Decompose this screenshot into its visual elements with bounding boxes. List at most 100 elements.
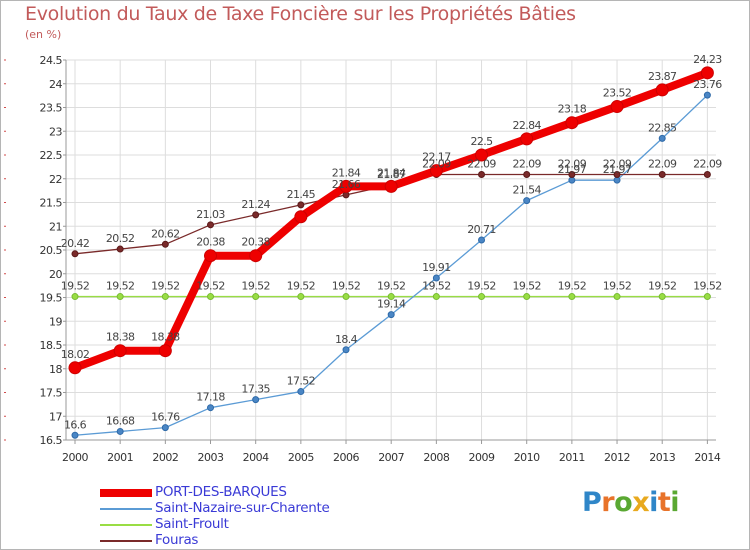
grid-lines: [66, 59, 716, 441]
x-tick-label: 2002: [152, 451, 178, 464]
data-label-saint-nazaire-sur-charente: 17.18: [196, 391, 225, 404]
logo-letter: r: [601, 487, 615, 518]
y-tick-label: 22.5: [40, 149, 63, 162]
data-label-port-des-barques: 22.17: [422, 151, 451, 164]
data-label-fouras: 22.09: [512, 157, 541, 170]
data-point-saint-nazaire-sur-charente: [478, 236, 486, 244]
data-point-port-des-barques: [700, 66, 714, 80]
x-tick-label: 2005: [288, 451, 314, 464]
data-point-port-des-barques: [429, 164, 443, 178]
data-point-port-des-barques: [520, 132, 534, 146]
data-point-saint-nazaire-sur-charente: [568, 176, 576, 184]
data-point-saint-froult: [387, 293, 395, 301]
y-tick-label: 22: [49, 173, 62, 186]
data-point-fouras: [252, 211, 260, 219]
logo-letter: x: [632, 487, 650, 518]
data-label-saint-nazaire-sur-charente: 19.14: [377, 298, 406, 311]
data-point-port-des-barques: [339, 179, 353, 193]
x-tick-label: 2006: [333, 451, 359, 464]
data-label-port-des-barques: 24.23: [693, 53, 722, 66]
data-point-saint-froult: [432, 293, 440, 301]
y-tick-label: 18: [49, 363, 62, 376]
data-label-port-des-barques: 21.84: [377, 166, 406, 179]
data-label-saint-froult: 19.52: [558, 280, 587, 293]
data-point-port-des-barques: [565, 116, 579, 130]
data-point-port-des-barques: [113, 344, 127, 358]
x-tick-label: 2003: [198, 451, 224, 464]
series-lines: [68, 66, 714, 439]
data-label-fouras: 20.62: [151, 227, 180, 240]
data-point-fouras: [207, 221, 215, 229]
data-label-saint-froult: 19.52: [332, 280, 361, 293]
x-tick-label: 2013: [649, 451, 675, 464]
data-label-saint-froult: 19.52: [106, 280, 135, 293]
data-point-port-des-barques: [294, 210, 308, 224]
data-point-saint-froult: [658, 293, 666, 301]
axes: 16.5 17 17.5 18 18.5 19 19.5 20 20.5 21 21.5 22 22.5…: [4, 54, 721, 464]
data-point-saint-froult: [116, 293, 124, 301]
data-point-saint-nazaire-sur-charente: [116, 427, 124, 435]
data-point-saint-nazaire-sur-charente: [207, 404, 215, 412]
data-point-port-des-barques: [158, 344, 172, 358]
legend-item-saint-froult: Saint-Froult: [100, 516, 400, 533]
data-label-port-des-barques: 22.84: [512, 119, 541, 132]
data-point-saint-froult: [523, 293, 531, 301]
data-label-saint-nazaire-sur-charente: 16.76: [151, 411, 180, 424]
data-point-port-des-barques: [655, 83, 669, 97]
data-point-saint-nazaire-sur-charente: [658, 134, 666, 142]
data-label-fouras: 21.87: [377, 168, 406, 181]
legend-swatch: [100, 508, 152, 510]
data-point-port-des-barques: [204, 249, 218, 263]
x-tick-label: 2011: [559, 451, 585, 464]
chart-title: Evolution du Taux de Taxe Foncière sur l…: [25, 3, 576, 25]
data-point-saint-nazaire-sur-charente: [523, 197, 531, 205]
logo-letter: i: [649, 487, 658, 518]
y-tick-label: 20: [49, 268, 62, 281]
y-tick-label: 24: [49, 78, 62, 91]
data-point-saint-nazaire-sur-charente: [342, 346, 350, 354]
data-label-saint-nazaire-sur-charente: 21.54: [512, 184, 541, 197]
data-point-saint-froult: [703, 293, 711, 301]
y-tick-label: 23: [49, 125, 62, 138]
legend-item-fouras: Fouras: [100, 532, 400, 549]
data-point-fouras: [297, 201, 305, 209]
data-point-fouras: [116, 245, 124, 253]
x-tick-label: 2010: [514, 451, 540, 464]
data-label-saint-froult: 19.52: [648, 280, 677, 293]
data-point-fouras: [613, 170, 621, 178]
data-label-fouras: 22.09: [693, 157, 722, 170]
data-point-port-des-barques: [475, 148, 489, 162]
data-label-saint-nazaire-sur-charente: 21.97: [603, 163, 632, 176]
x-tick-label: 2009: [469, 451, 495, 464]
data-label-saint-froult: 19.52: [151, 280, 180, 293]
data-point-saint-nazaire-sur-charente: [161, 424, 169, 432]
y-tick-label: 19: [49, 315, 62, 328]
y-tick-label: 21.5: [40, 197, 63, 210]
legend-item-saint-nazaire-sur-charente: Saint-Nazaire-sur-Charente: [100, 500, 400, 517]
data-point-fouras: [71, 250, 79, 258]
proxiti-logo: Proxiti: [582, 487, 680, 518]
data-label-saint-froult: 19.52: [196, 280, 225, 293]
x-tick-label: 2014: [694, 451, 720, 464]
data-label-saint-froult: 19.52: [287, 280, 316, 293]
legend-swatch: [100, 489, 152, 497]
x-tick-label: 2000: [62, 451, 88, 464]
legend-label: Saint-Froult: [155, 516, 229, 532]
data-label-fouras: 21.66: [332, 178, 361, 191]
data-label-saint-nazaire-sur-charente: 21.97: [558, 163, 587, 176]
legend-label: PORT-DES-BARQUES: [155, 484, 287, 500]
data-point-fouras: [703, 170, 711, 178]
data-point-port-des-barques: [249, 249, 263, 263]
legend-swatch: [100, 540, 152, 542]
unit-label: (en %): [25, 28, 62, 41]
data-label-saint-nazaire-sur-charente: 16.68: [106, 414, 135, 427]
data-label-saint-nazaire-sur-charente: 20.71: [467, 223, 496, 236]
data-point-saint-froult: [252, 293, 260, 301]
x-tick-label: 2007: [378, 451, 404, 464]
data-label-fouras: 21.24: [241, 198, 270, 211]
data-point-saint-froult: [613, 293, 621, 301]
logo-letter: i: [670, 487, 680, 518]
data-point-saint-nazaire-sur-charente: [432, 274, 440, 282]
data-label-port-des-barques: 18.02: [61, 348, 90, 361]
